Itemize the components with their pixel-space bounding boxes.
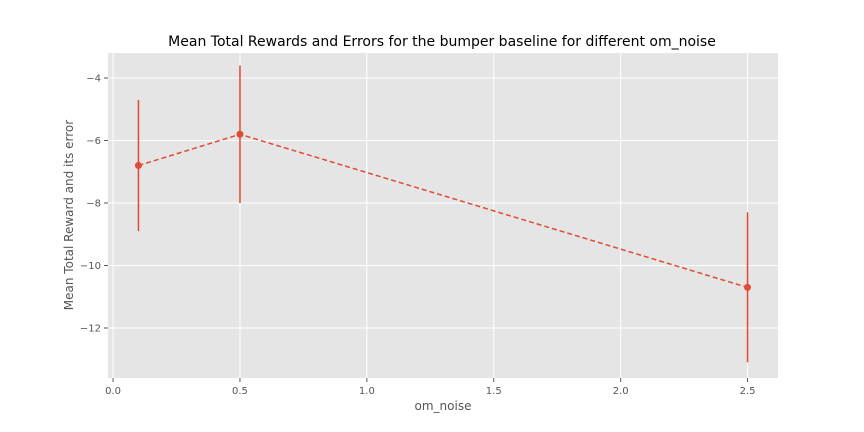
y-tick-label: −12: [80, 324, 101, 335]
data-point: [134, 162, 142, 169]
y-tick-label: −8: [86, 199, 101, 210]
data-point: [236, 130, 244, 138]
x-tick-label: 2.0: [613, 386, 629, 397]
data-point: [744, 283, 752, 291]
series-layer: [134, 65, 752, 363]
x-tick-label: 0.0: [105, 386, 121, 397]
y-tick-label: −10: [80, 261, 101, 272]
y-tick-label: −4: [86, 74, 101, 85]
x-tick-label: 2.5: [740, 386, 756, 397]
x-tick-label: 1.5: [486, 386, 502, 397]
y-axis-label: Mean Total Reward and its error: [62, 120, 76, 310]
y-tick-label: −6: [86, 136, 101, 147]
x-tick-label: 1.0: [359, 386, 375, 397]
chart-title: Mean Total Rewards and Errors for the bu…: [168, 34, 716, 50]
x-axis-ticks: 0.0 0.5 1.0 1.5 2.0 2.5: [105, 378, 755, 397]
x-tick-label: 0.5: [232, 386, 248, 397]
x-axis-label: om_noise: [415, 399, 472, 413]
plot-area: [108, 53, 778, 378]
y-axis-ticks: −12 −10 −8 −6 −4: [80, 74, 108, 335]
